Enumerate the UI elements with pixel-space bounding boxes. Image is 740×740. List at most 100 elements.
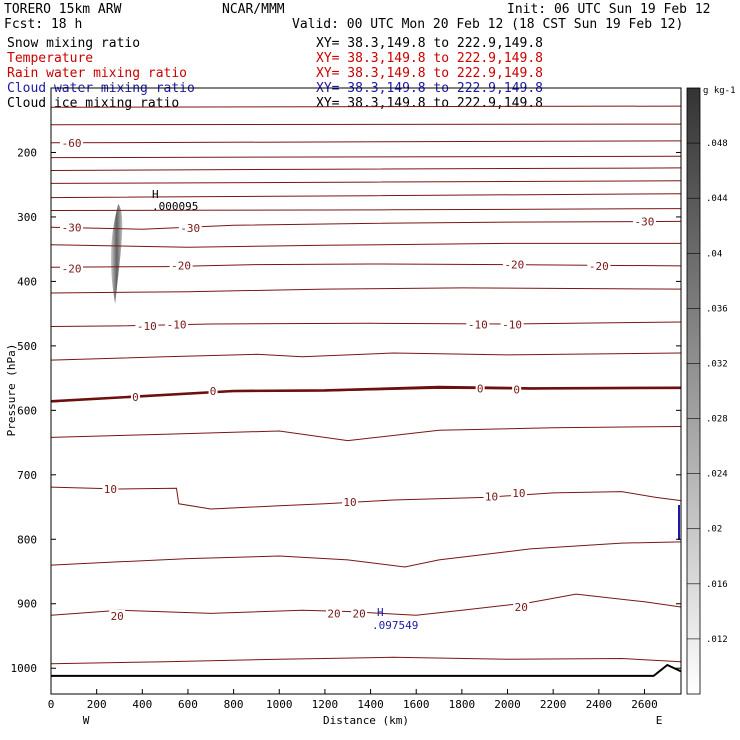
isotherm-line-17 bbox=[51, 486, 681, 510]
isotherm-label-bg bbox=[109, 609, 126, 622]
legend-xy-snow: XY= 38.3,149.8 to 222.9,149.8 bbox=[316, 36, 543, 51]
colorbar-tick-label: .036 bbox=[706, 304, 728, 314]
isotherm-label-bg bbox=[513, 600, 530, 613]
isotherm-label: -10 bbox=[137, 320, 157, 333]
isotherm-line-18 bbox=[51, 541, 681, 568]
colorbar-tick-label: .016 bbox=[706, 580, 728, 590]
x-tick-label: 1200 bbox=[312, 698, 339, 711]
x-tick-label: 1400 bbox=[357, 698, 384, 711]
x-tick-label: 2400 bbox=[586, 698, 613, 711]
snow-max-marker: H .000095 bbox=[152, 188, 198, 213]
isotherm-label: 10 bbox=[343, 496, 356, 509]
isotherm-line-6 bbox=[51, 180, 681, 184]
isotherm-label-bg bbox=[326, 607, 343, 620]
isotherm-line-11 bbox=[51, 263, 681, 268]
colorbar-tick-label: .04 bbox=[706, 249, 722, 259]
isotherm-label: -60 bbox=[62, 137, 82, 150]
y-tick-label: 1000 bbox=[11, 662, 38, 675]
isotherm-line-20 bbox=[51, 656, 681, 665]
isotherm-label-bg bbox=[475, 382, 485, 395]
freezing-level-line bbox=[51, 385, 681, 403]
isotherm-label: 0 bbox=[132, 391, 139, 404]
colorbar-tick-label: .02 bbox=[706, 525, 722, 535]
isotherm-label: -20 bbox=[589, 260, 609, 273]
x-tick-label: 400 bbox=[132, 698, 152, 711]
isotherm-label: 0 bbox=[513, 384, 520, 397]
y-tick-label: 800 bbox=[17, 533, 37, 546]
isotherm-label: -30 bbox=[62, 221, 82, 234]
x-tick-label: 1800 bbox=[449, 698, 476, 711]
legend-label-temperature: Temperature bbox=[7, 51, 93, 66]
plot-frame bbox=[50, 87, 682, 695]
x-axis-label: Distance (km) bbox=[323, 714, 409, 727]
colorbar-tick-label: .048 bbox=[706, 139, 728, 149]
isotherm-label: 20 bbox=[515, 601, 528, 614]
isotherm-label-bg bbox=[178, 221, 202, 234]
isotherm-line-13 bbox=[51, 321, 681, 327]
isotherm-label: 10 bbox=[485, 491, 498, 504]
colorbar-tick-label: .032 bbox=[706, 359, 728, 369]
y-tick-label: 900 bbox=[17, 598, 37, 611]
center-label: NCAR/MMM bbox=[222, 2, 285, 17]
isotherm-line-5 bbox=[51, 167, 681, 171]
colorbar-unit: g kg-1 bbox=[703, 86, 736, 96]
isotherm-line-7 bbox=[51, 193, 681, 199]
y-tick-label: 600 bbox=[17, 404, 37, 417]
isotherm-label-bg bbox=[169, 259, 193, 272]
x-tick-label: 2600 bbox=[631, 698, 658, 711]
isotherm-label-bg bbox=[483, 490, 500, 503]
colorbar-gradient bbox=[686, 87, 701, 695]
legend-xy-rain: XY= 38.3,149.8 to 222.9,149.8 bbox=[316, 66, 543, 81]
plot-area: -60 -30 -30 -30 -20 -20 -20 -20 -10 -10 -10 -10 0 0 0 0… bbox=[51, 88, 681, 677]
x-tick-label: 0 bbox=[48, 698, 55, 711]
y-tick-label: 400 bbox=[17, 275, 37, 288]
isotherm-label: -30 bbox=[635, 215, 655, 228]
init-label: Init: 06 UTC Sun 19 Feb 12 bbox=[507, 2, 711, 17]
colorbar-tick-label: .028 bbox=[706, 415, 728, 425]
isotherm-label: -30 bbox=[180, 222, 200, 235]
cloud-water-max-value: .097549 bbox=[372, 619, 418, 632]
valid-time: Valid: 00 UTC Mon 20 Feb 12 (18 CST Sun … bbox=[292, 17, 683, 32]
x-tick-label: 600 bbox=[178, 698, 198, 711]
snow-band bbox=[110, 204, 123, 304]
isotherm-label-bg bbox=[135, 319, 159, 332]
isotherm-label-bg bbox=[512, 383, 522, 396]
isotherm-label-bg bbox=[102, 482, 119, 495]
isotherm-label: 0 bbox=[210, 385, 217, 398]
model-title: TORERO 15km ARW bbox=[4, 2, 122, 17]
x-tick-label: 2000 bbox=[494, 698, 521, 711]
isotherm-label-bg bbox=[510, 486, 527, 499]
isotherm-line-10 bbox=[51, 242, 681, 248]
legend-label-cloud-ice: Cloud ice mixing ratio bbox=[7, 96, 179, 111]
isotherm-label-bg bbox=[165, 318, 189, 331]
isotherm-label-bg bbox=[342, 495, 359, 508]
y-axis-label: Pressure (hPa) bbox=[5, 344, 18, 437]
isotherm-label: -10 bbox=[502, 319, 522, 332]
snow-max-symbol: H bbox=[152, 188, 159, 201]
isotherm-line-9 bbox=[51, 220, 681, 230]
terrain-line bbox=[51, 663, 681, 677]
isotherm-label-bg bbox=[466, 318, 490, 331]
y-tick-label: 200 bbox=[17, 146, 37, 159]
x-axis-ticks: 0 200 400 600 800 1000 1200 1400 1600 1800 2000 220… bbox=[48, 689, 658, 711]
x-tick-label: 800 bbox=[224, 698, 244, 711]
isotherm-label-bg bbox=[632, 215, 656, 228]
cloud-water-max-symbol: H bbox=[377, 606, 384, 619]
isotherm-line-3 bbox=[51, 140, 681, 144]
isotherm-label-bg bbox=[502, 258, 526, 271]
legend-xy-cloud-ice: XY= 38.3,149.8 to 222.9,149.8 bbox=[316, 96, 543, 111]
isotherm-line-4 bbox=[51, 155, 681, 159]
x-tick-label: 1000 bbox=[266, 698, 293, 711]
isotherm-line-8 bbox=[51, 208, 681, 211]
isotherm-line-19 bbox=[51, 593, 681, 616]
isotherm-line-2 bbox=[51, 123, 681, 126]
isotherm-label-bg bbox=[208, 385, 218, 397]
isotherm-label: 20 bbox=[111, 610, 124, 623]
east-label: E bbox=[656, 714, 663, 727]
y-tick-label: 300 bbox=[17, 211, 37, 224]
isotherm-label-bg bbox=[60, 221, 84, 234]
field-legend: Snow mixing ratio Temperature Rain water… bbox=[7, 36, 543, 111]
isotherm-line-12 bbox=[51, 287, 681, 294]
snow-max-value: .000095 bbox=[152, 200, 198, 213]
